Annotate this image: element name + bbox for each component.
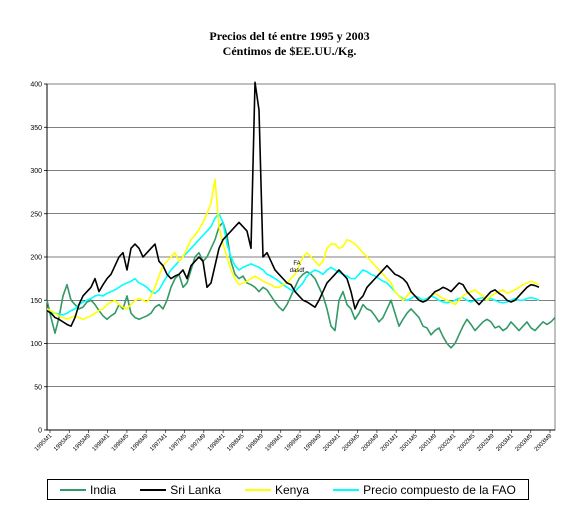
x-tick-label: 1997M9	[188, 433, 208, 453]
y-tick-label: 100	[30, 341, 42, 348]
y-tick-label: 400	[30, 82, 42, 89]
legend-label: Kenya	[275, 482, 310, 497]
x-tick-label: 1996M1	[92, 433, 112, 453]
legend-swatch	[140, 488, 167, 491]
x-tick-label: 1997M5	[168, 433, 188, 453]
series-line-kenya	[46, 178, 540, 321]
series-line-india	[46, 221, 556, 349]
legend-swatch	[245, 488, 271, 491]
legend-entry: Kenya	[245, 483, 309, 497]
x-tick-label: 1995M9	[72, 433, 92, 453]
y-tick-label: 150	[30, 298, 42, 305]
y-tick-label: 200	[30, 255, 42, 262]
x-tick-label: 1999M5	[284, 433, 304, 453]
chart-title: Precios del té entre 1995 y 2003	[209, 29, 370, 43]
x-tick-label: 2001M5	[399, 433, 419, 453]
y-tick-label: 0	[38, 428, 42, 435]
x-tick-label: 2001M1	[380, 433, 400, 453]
x-tick-label: 2002M1	[438, 433, 458, 453]
x-tick-label: 2000M5	[342, 433, 362, 453]
annotation-text: dasdf	[290, 268, 305, 274]
legend-swatch	[333, 488, 360, 491]
legend-swatch	[60, 488, 87, 491]
series-line-sri-lanka	[46, 81, 540, 328]
x-tick-label: 2002M5	[457, 433, 477, 453]
x-tick-label: 2001M9	[418, 433, 438, 453]
annotation-text: FA	[293, 261, 300, 267]
x-axis: 1995M1 1995M5 1995M9 1996M1 1996M5 1996M9 1997…	[34, 430, 554, 453]
x-tick-label: 1996M5	[111, 433, 131, 453]
legend-entry: India	[60, 483, 116, 497]
x-tick-label: 1995M5	[53, 433, 73, 453]
y-tick-label: 350	[30, 125, 42, 132]
y-tick-label: 250	[30, 211, 42, 218]
series-line-precio-compuesto-de-la-fao	[46, 212, 540, 316]
x-tick-label: 1998M5	[226, 433, 246, 453]
x-tick-label: 1999M9	[303, 433, 323, 453]
x-tick-label: 1998M1	[207, 433, 227, 453]
x-tick-label: 1995M1	[34, 433, 54, 453]
x-tick-label: 2003M1	[495, 433, 515, 453]
x-tick-label: 2000M9	[361, 433, 381, 453]
chart-subtitle: Céntimos de $EE.UU./Kg.	[222, 44, 357, 58]
x-tick-label: 1998M9	[245, 433, 265, 453]
x-tick-label: 1999M1	[265, 433, 285, 453]
x-tick-label: 1996M9	[130, 433, 150, 453]
series-lines	[46, 81, 556, 349]
x-tick-label: 2000M1	[322, 433, 342, 453]
legend-entry: Sri Lanka	[140, 483, 221, 497]
y-axis: 0 50 100 150 200 250 300 350 400	[30, 82, 555, 435]
legend-entry: Precio compuesto de la FAO	[333, 483, 516, 497]
y-tick-label: 300	[30, 168, 42, 175]
x-tick-label: 1997M1	[149, 433, 169, 453]
legend-label: Sri Lanka	[170, 482, 221, 497]
x-tick-label: 2002M9	[476, 433, 496, 453]
legend-label: Precio compuesto de la FAO	[363, 482, 516, 497]
legend: India Sri Lanka Kenya Precio compuesto de l…	[47, 479, 529, 500]
x-tick-label: 2003M5	[515, 433, 535, 453]
y-tick-label: 50	[34, 384, 42, 391]
x-tick-label: 2003M9	[534, 433, 554, 453]
gridlines	[47, 126, 555, 388]
legend-label: India	[90, 482, 117, 497]
